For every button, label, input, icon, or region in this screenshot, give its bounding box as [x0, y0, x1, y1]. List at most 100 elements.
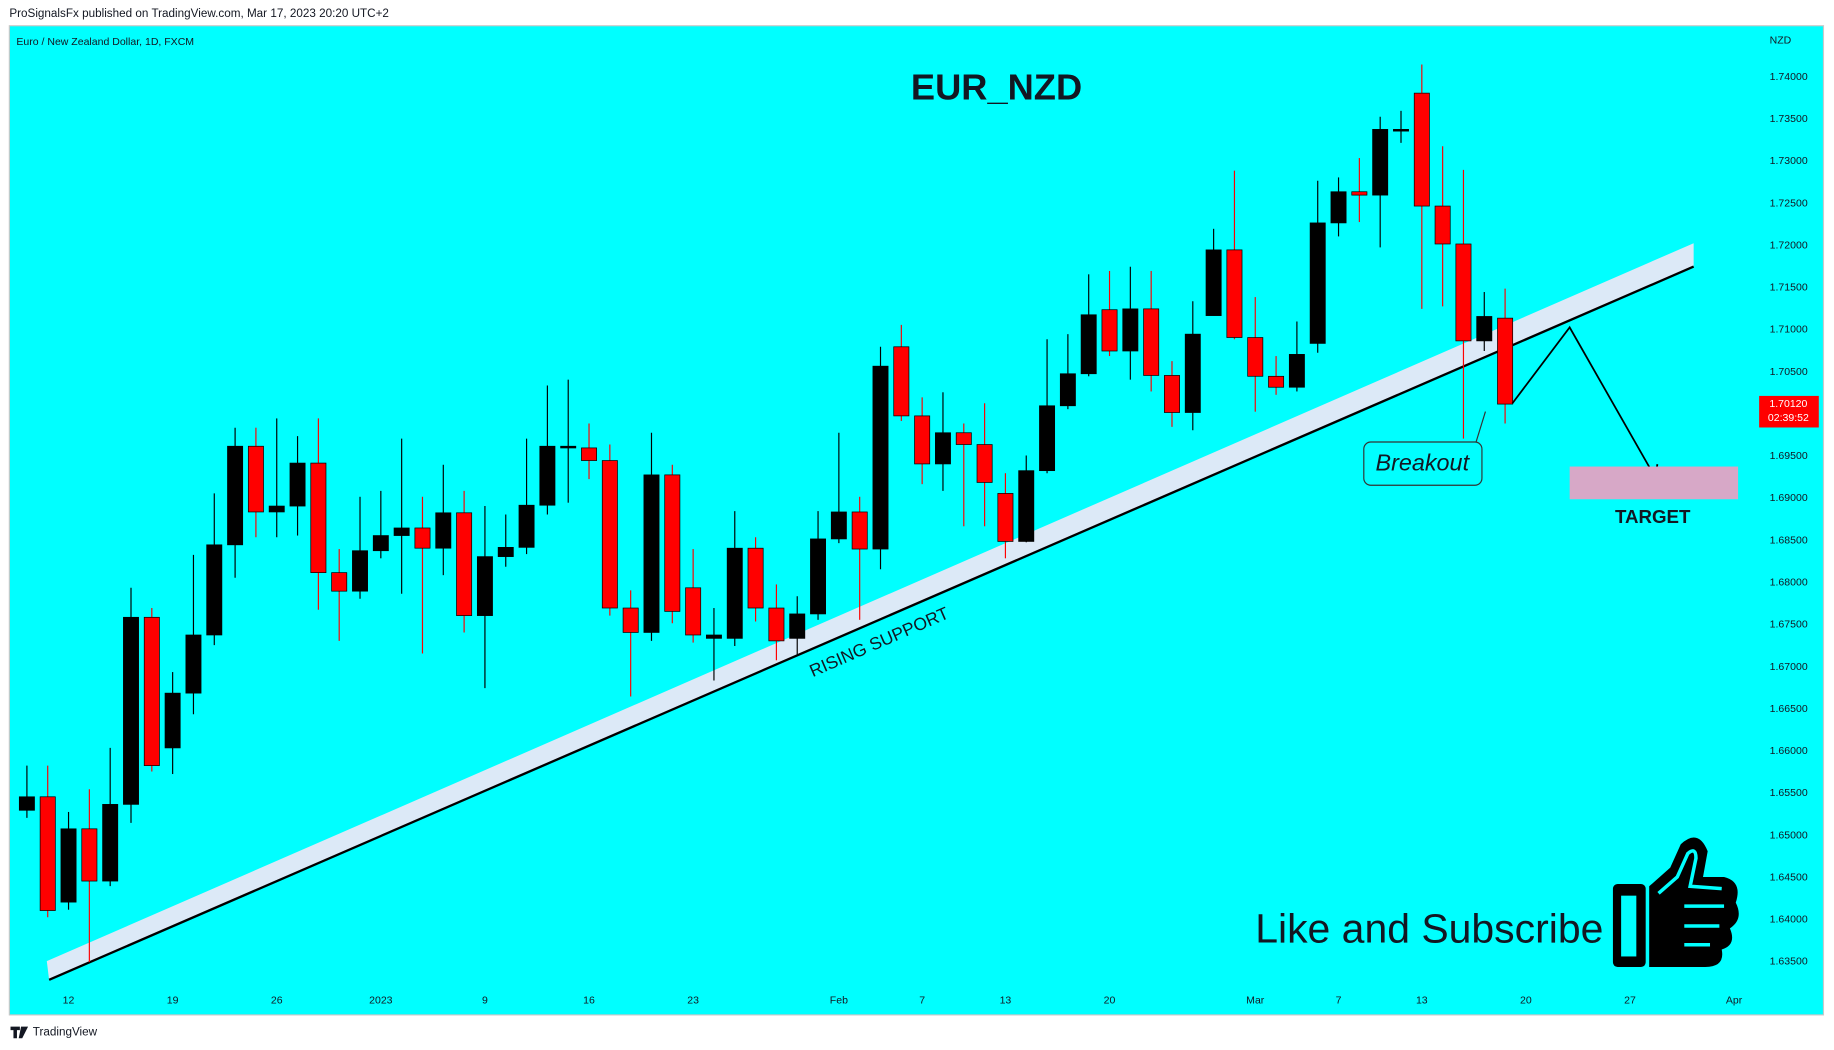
candle-body [1184, 333, 1201, 413]
candle-body [914, 415, 931, 465]
support-band [46, 243, 1694, 980]
candle-body [476, 556, 493, 616]
candle-body [310, 462, 327, 573]
candle-body [1455, 243, 1472, 342]
candle-body [1143, 308, 1160, 376]
candle-body [810, 538, 827, 615]
y-tick-label: 1.73000 [1770, 155, 1808, 167]
cta-text: Like and Subscribe [1255, 906, 1603, 952]
x-tick-label: Apr [1726, 995, 1743, 1007]
candle-body [1122, 308, 1139, 352]
y-tick-label: 1.72500 [1770, 197, 1808, 209]
candle-body [997, 493, 1014, 542]
candle-body [601, 460, 618, 609]
candle-body [1309, 222, 1326, 344]
breakout-box [1363, 441, 1483, 486]
projection-arrow [1511, 325, 1656, 478]
candle-body [1393, 129, 1409, 132]
breakout-label: Breakout [1375, 449, 1470, 475]
candle-body [1226, 249, 1243, 338]
y-tick-label: 1.72000 [1770, 239, 1808, 251]
y-tick-label: 1.66500 [1770, 703, 1808, 715]
candle-body [935, 432, 951, 465]
breakout-pointer [1475, 411, 1487, 443]
candle-body [705, 634, 722, 639]
y-tick-label: 1.73500 [1770, 113, 1808, 125]
last-price-label: 1.70120 [1769, 398, 1807, 410]
x-tick-label: Mar [1246, 995, 1265, 1007]
y-tick-label: 1.64500 [1770, 871, 1808, 883]
candle-body [289, 462, 306, 507]
candle-body [1497, 317, 1514, 405]
currency: NZD [1770, 35, 1792, 47]
candle-body [227, 445, 244, 546]
x-tick-label: 7 [1336, 995, 1342, 1007]
candle-body [372, 535, 389, 552]
candle-body [622, 607, 639, 633]
y-tick-label: 1.69500 [1770, 450, 1808, 462]
candle-body [352, 550, 368, 592]
candle-body [1039, 405, 1056, 472]
x-tick-label: 16 [583, 995, 595, 1007]
brand-logo [10, 1026, 29, 1039]
candle-body [1101, 309, 1118, 352]
candle-body [393, 527, 410, 536]
candles [18, 64, 1514, 962]
candle-body [1247, 337, 1264, 377]
candle-body [560, 445, 577, 449]
candle-body [60, 828, 77, 903]
candle-body [830, 511, 847, 540]
y-tick-label: 1.66000 [1770, 745, 1808, 757]
candle-body [206, 544, 223, 636]
x-tick-label: 2023 [369, 995, 393, 1007]
candle-body [1205, 249, 1222, 316]
last-price-box [1759, 395, 1819, 428]
candle-body [893, 346, 910, 417]
candle-body [247, 445, 264, 513]
x-tick-label: 20 [1520, 995, 1532, 1007]
y-tick-label: 1.65000 [1770, 829, 1808, 841]
x-tick-label: 9 [482, 995, 488, 1007]
candle-body [497, 547, 514, 557]
candle-body [789, 613, 806, 639]
candle-body [518, 504, 535, 548]
candle-body [643, 474, 660, 633]
y-tick-label: 1.69000 [1770, 492, 1808, 504]
x-tick-label: 13 [1416, 995, 1428, 1007]
candle-body [581, 447, 597, 461]
candle-body [456, 512, 473, 616]
y-tick-label: 1.68000 [1770, 577, 1808, 589]
candle-body [664, 474, 681, 612]
candle-body [414, 527, 431, 549]
candle-body [1476, 316, 1493, 342]
y-tick-label: 1.65500 [1770, 787, 1808, 799]
candle-body [976, 444, 993, 483]
target-label: TARGET [1615, 506, 1691, 527]
y-tick-label: 1.71000 [1770, 324, 1808, 336]
target-zone [1569, 466, 1739, 500]
support-line [48, 265, 1695, 981]
x-tick-label: 23 [687, 995, 699, 1007]
candle-body [1059, 373, 1076, 407]
candle-body [123, 616, 139, 805]
candle-body [39, 796, 56, 911]
x-tick-label: 12 [63, 995, 75, 1007]
x-tick-label: 27 [1624, 995, 1636, 1007]
candle-body [435, 512, 452, 549]
candle-body [747, 547, 764, 609]
candle-body [164, 692, 181, 749]
candle-body [685, 587, 702, 636]
candle-body [1268, 375, 1285, 388]
x-tick-label: 7 [919, 995, 925, 1007]
candle-body [1164, 375, 1180, 413]
candle-body [102, 804, 119, 882]
candle-body [185, 634, 202, 694]
x-tick-label: 20 [1104, 995, 1116, 1007]
y-tick-label: 1.74000 [1770, 71, 1808, 83]
symbol-info: Euro / New Zealand Dollar, 1D, FXCM [16, 36, 194, 48]
candle-body [1018, 470, 1035, 542]
candle-body [1351, 191, 1368, 196]
candle-body [872, 365, 889, 550]
x-tick-label: 13 [1000, 995, 1012, 1007]
